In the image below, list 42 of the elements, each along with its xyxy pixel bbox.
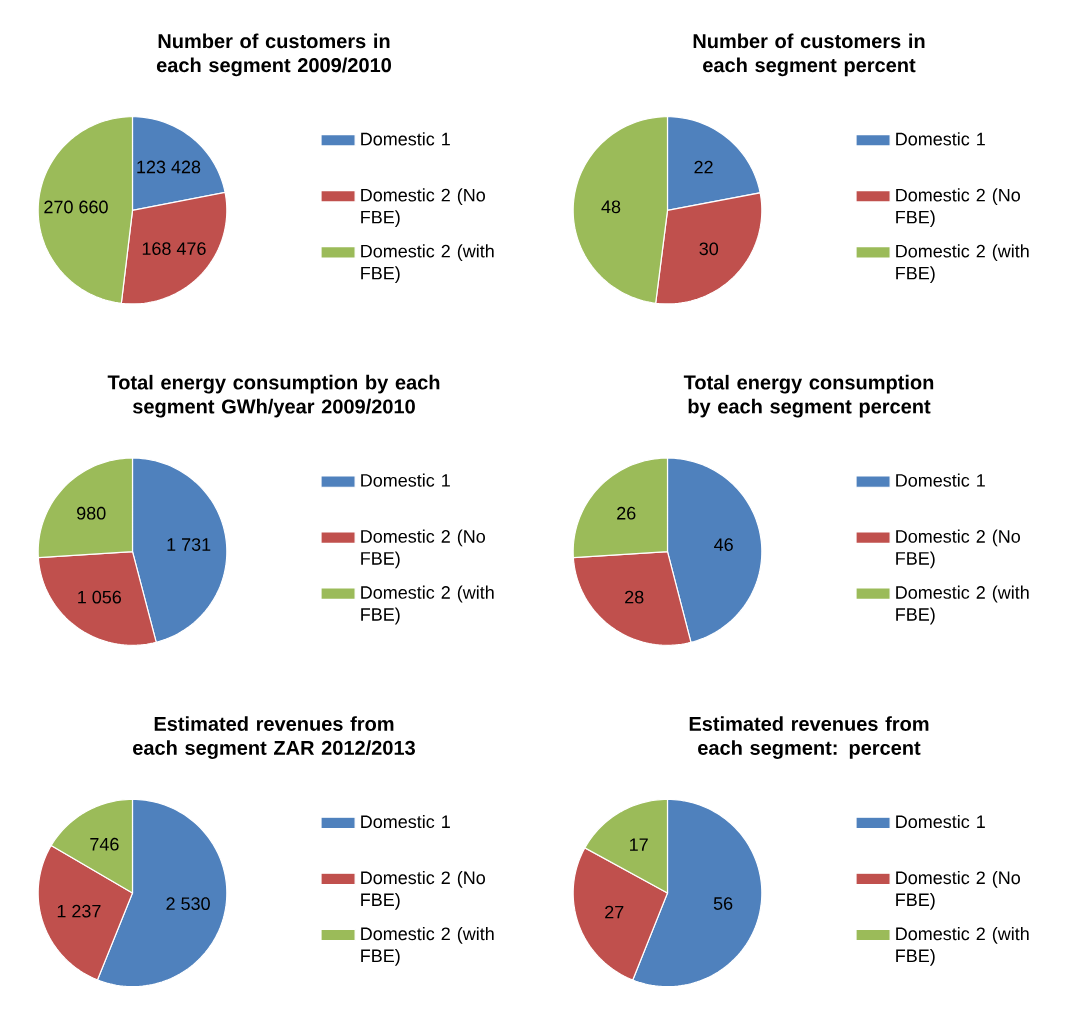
- data-label: 746: [90, 837, 119, 851]
- legend-label: Domestic 1: [361, 814, 450, 829]
- data-label: 30: [699, 242, 719, 256]
- data-label: 980: [77, 506, 106, 520]
- chart-title: Number of customers in each segment percent: [693, 33, 925, 77]
- legend-label: Domestic 2 (No FBE): [896, 529, 1020, 569]
- legend-label: Domestic 2 (No FBE): [896, 188, 1020, 228]
- legend-label: Domestic 1: [361, 132, 450, 146]
- chart-title: Estimated revenues from each segment ZAR 2012/2013: [133, 716, 415, 759]
- chart-title: Number of customers in each segment 2009/2010: [156, 33, 392, 77]
- legend-label: Domestic 1: [896, 473, 985, 487]
- legend-label: Domestic 2 (with FBE): [896, 926, 1029, 966]
- legend-label: Domestic 1: [896, 814, 985, 829]
- data-label: 48: [601, 200, 621, 214]
- chart-title: Total energy consumption by each segment GWh/year 2009/2010: [107, 374, 440, 418]
- data-label: 270 660: [44, 200, 108, 214]
- data-label: 168 476: [142, 242, 206, 255]
- data-label: 17: [630, 838, 648, 851]
- legend-label: Domestic 2 (with FBE): [361, 585, 494, 625]
- chart-title: Total energy consumption by each segment percent: [683, 374, 934, 418]
- legend-label: Domestic 2 (with FBE): [361, 244, 494, 284]
- data-label: 1 731: [167, 538, 211, 551]
- legend-label: Domestic 1: [896, 132, 985, 146]
- chart-title: Estimated revenues from each segment: percent: [689, 716, 929, 759]
- data-label: 56: [713, 897, 733, 910]
- data-label: 27: [605, 905, 624, 919]
- legend-label: Domestic 2 (No FBE): [361, 870, 485, 910]
- legend-label: Domestic 2 (with FBE): [896, 244, 1029, 284]
- data-label: 1 056: [78, 590, 122, 604]
- legend-label: Domestic 2 (No FBE): [361, 529, 485, 569]
- legend-label: Domestic 2 (with FBE): [361, 926, 494, 966]
- legend-label: Domestic 2 (No FBE): [361, 188, 485, 228]
- data-label: 26: [617, 506, 636, 520]
- data-label: 1 237: [57, 904, 101, 918]
- data-label: 2 530: [166, 897, 210, 911]
- data-label: 46: [714, 538, 733, 551]
- legend-label: Domestic 1: [361, 473, 450, 487]
- data-label: 22: [694, 160, 713, 174]
- data-label: 123 428: [137, 160, 201, 174]
- data-label: 28: [625, 590, 644, 604]
- legend-label: Domestic 2 (with FBE): [896, 585, 1029, 625]
- legend-label: Domestic 2 (No FBE): [896, 870, 1020, 910]
